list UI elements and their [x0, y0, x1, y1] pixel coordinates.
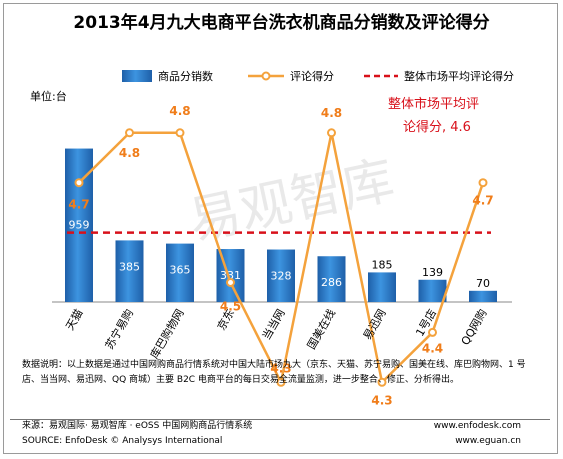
category-label-6: 易迅网: [361, 307, 389, 342]
score-label-7: 4.4: [422, 341, 443, 355]
category-label-0: 天猫: [63, 307, 85, 333]
legend-ref-label: 整体市场平均评论得分: [404, 69, 514, 83]
bar-value-labels: 959 385 365 331 328 286 185 139 70: [69, 219, 491, 290]
bar-8: [469, 290, 497, 302]
score-marker-1: [125, 128, 134, 138]
legend-line-label: 评论得分: [290, 69, 334, 83]
bar-1: [115, 240, 144, 302]
score-label-1: 4.8: [119, 146, 140, 160]
score-marker-8: [478, 178, 488, 188]
source-line-2: SOURCE: EnfoDesk © Analysys Internationa…: [22, 436, 223, 446]
score-label-6: 4.3: [371, 393, 392, 407]
source-divider: [10, 419, 550, 420]
score-label-2: 4.8: [169, 104, 190, 118]
bars: [65, 148, 497, 302]
score-marker-2: [175, 128, 185, 138]
score-value-labels: 4.7 4.8 4.8 4.5 4.3 4.8 4.3 4.4 4.7: [68, 104, 493, 407]
bar-value-label-6: 185: [372, 258, 393, 271]
bar-value-label-1: 385: [119, 260, 140, 273]
legend-line-marker: [261, 71, 271, 81]
bar-value-label-2: 365: [170, 264, 191, 277]
bar-value-label-8: 70: [476, 277, 490, 290]
annotation-line1: 整体市场平均评: [388, 96, 479, 112]
source-line-1: 来源：易观国际· 易观智库 · eOSS 中国网购商品行情系统: [22, 421, 253, 431]
bar-value-label-4: 328: [271, 270, 292, 283]
bar-2: [166, 243, 194, 302]
score-marker-3: [226, 278, 235, 287]
legend: 商品分销数 评论得分 整体市场平均评论得分: [122, 69, 514, 83]
score-label-5: 4.8: [321, 106, 342, 120]
bar-value-label-7: 139: [422, 266, 443, 279]
legend-bar-swatch: [122, 70, 152, 82]
category-label-5: 国美在线: [304, 307, 338, 352]
category-label-2: 库巴购物网: [147, 307, 187, 362]
score-label-0: 4.7: [68, 198, 89, 212]
data-note: 数据说明：以上数据是通过中国网购商品行情系统对中国大陆市场九大（京东、天猫、苏宁…: [22, 360, 526, 385]
chart-title: 2013年4月九大电商平台洗衣机商品分销数及评论得分: [73, 13, 490, 33]
legend-bar-label: 商品分销数: [158, 69, 213, 83]
score-markers: [74, 128, 488, 387]
annotation-line2: 论得分, 4.6: [403, 119, 471, 135]
bar-4: [267, 249, 295, 302]
unit-label: 单位:台: [30, 90, 67, 103]
category-label-4: 当当网: [259, 307, 288, 343]
score-label-3: 4.5: [220, 300, 241, 314]
source-url-1: www.enfodesk.com: [433, 421, 521, 431]
bar-value-label-0: 959: [69, 219, 90, 232]
score-marker-6: [377, 377, 387, 387]
score-marker-7: [428, 327, 437, 337]
category-label-8: QQ网购: [458, 307, 490, 348]
bar-5: [317, 256, 346, 302]
score-label-8: 4.7: [472, 194, 493, 208]
bar-6: [368, 272, 396, 302]
bar-7: [418, 279, 447, 302]
source-url-2: www.eguan.cn: [455, 436, 521, 446]
score-marker-0: [74, 178, 84, 188]
bar-value-label-5: 286: [321, 276, 342, 289]
category-label-1: 苏宁易购: [102, 307, 136, 352]
score-label-4: 4.3: [270, 361, 291, 375]
score-marker-4: [276, 377, 286, 387]
score-marker-5: [327, 128, 336, 138]
bar-value-label-3: 331: [220, 269, 241, 282]
